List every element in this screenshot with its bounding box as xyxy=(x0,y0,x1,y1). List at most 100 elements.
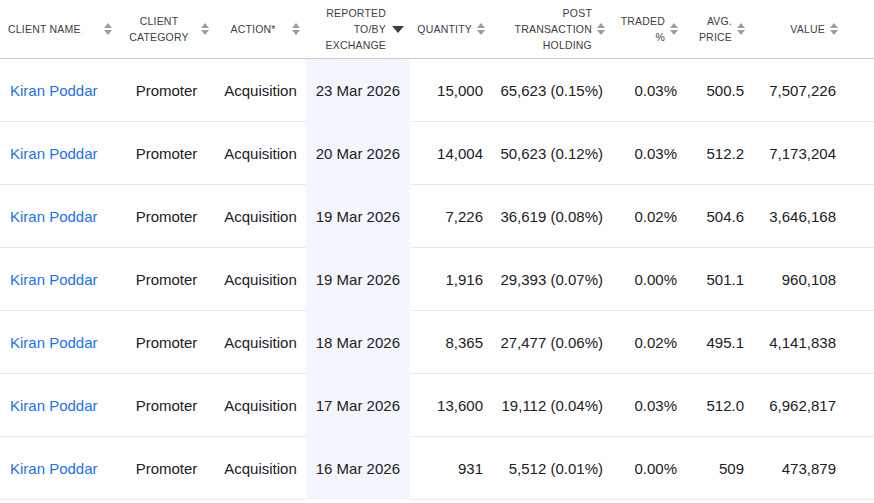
value-cell: 3,646,168 xyxy=(752,185,874,248)
column-label: VALUE xyxy=(752,21,825,37)
column-label: TRADED % xyxy=(615,13,665,45)
client-category-cell: Promoter xyxy=(118,311,215,374)
value-cell: 4,141,838 xyxy=(752,311,874,374)
column-label: ACTION* xyxy=(219,21,287,37)
avg-price-cell: 504.6 xyxy=(685,185,752,248)
action-cell: Acquisition xyxy=(215,311,306,374)
client-name-cell: Kiran Poddar xyxy=(0,185,118,248)
column-label: CLIENT CATEGORY xyxy=(122,13,196,45)
table-row: Kiran Poddar Promoter Acquisition 16 Mar… xyxy=(0,437,874,500)
sort-desc-triangle-icon xyxy=(830,30,838,35)
client-name-cell: Kiran Poddar xyxy=(0,374,118,437)
quantity-cell: 7,226 xyxy=(410,185,495,248)
traded-pct-cell: 0.00% xyxy=(615,248,685,311)
avg-price-cell: 512.2 xyxy=(685,122,752,185)
sort-toggle-icon[interactable] xyxy=(668,23,680,35)
table-header: CLIENT NAMECLIENT CATEGORY ACTION* REPORTE… xyxy=(0,0,874,59)
avg-price-cell: 509 xyxy=(685,437,752,500)
insider-trades-page: CLIENT NAMECLIENT CATEGORY ACTION* REPORTE… xyxy=(0,0,874,503)
column-label: POST TRANSACTION HOLDING xyxy=(495,5,592,53)
column-header-action[interactable]: ACTION* xyxy=(215,0,306,59)
table-row: Kiran Poddar Promoter Acquisition 19 Mar… xyxy=(0,248,874,311)
post-transaction-holding-cell: 50,623 (0.12%) xyxy=(495,122,615,185)
value-cell: 7,507,226 xyxy=(752,59,874,122)
action-cell: Acquisition xyxy=(215,59,306,122)
action-cell: Acquisition xyxy=(215,248,306,311)
sort-asc-triangle-icon xyxy=(670,23,678,28)
sort-asc-triangle-icon xyxy=(477,23,485,28)
column-header-traded[interactable]: TRADED % xyxy=(615,0,685,59)
client-name-cell: Kiran Poddar xyxy=(0,311,118,374)
client-category-cell: Promoter xyxy=(118,374,215,437)
quantity-cell: 14,004 xyxy=(410,122,495,185)
value-cell: 960,108 xyxy=(752,248,874,311)
reported-date-cell: 18 Mar 2026 xyxy=(306,311,410,374)
column-header-avg-price[interactable]: AVG. PRICE xyxy=(685,0,752,59)
client-name-link[interactable]: Kiran Poddar xyxy=(10,271,98,288)
quantity-cell: 931 xyxy=(410,437,495,500)
sort-asc-triangle-icon xyxy=(737,23,745,28)
client-name-cell: Kiran Poddar xyxy=(0,59,118,122)
action-cell: Acquisition xyxy=(215,122,306,185)
column-label: QUANTITY xyxy=(410,21,472,37)
column-header-quantity[interactable]: QUANTITY xyxy=(410,0,495,59)
reported-date-cell: 23 Mar 2026 xyxy=(306,59,410,122)
column-header-post-transaction-holding[interactable]: POST TRANSACTION HOLDING xyxy=(495,0,615,59)
post-transaction-holding-cell: 65,623 (0.15%) xyxy=(495,59,615,122)
sort-desc-triangle-icon xyxy=(597,30,605,35)
sort-asc-triangle-icon xyxy=(201,23,209,28)
table-header-row: CLIENT NAMECLIENT CATEGORY ACTION* REPORTE… xyxy=(0,0,874,59)
client-name-link[interactable]: Kiran Poddar xyxy=(10,334,98,351)
table-row: Kiran Poddar Promoter Acquisition 18 Mar… xyxy=(0,311,874,374)
quantity-cell: 15,000 xyxy=(410,59,495,122)
table-row: Kiran Poddar Promoter Acquisition 23 Mar… xyxy=(0,59,874,122)
avg-price-cell: 512.0 xyxy=(685,374,752,437)
post-transaction-holding-cell: 36,619 (0.08%) xyxy=(495,185,615,248)
traded-pct-cell: 0.03% xyxy=(615,374,685,437)
reported-date-cell: 17 Mar 2026 xyxy=(306,374,410,437)
sort-asc-triangle-icon xyxy=(830,23,838,28)
table-row: Kiran Poddar Promoter Acquisition 17 Mar… xyxy=(0,374,874,437)
traded-pct-cell: 0.03% xyxy=(615,122,685,185)
sort-toggle-icon[interactable] xyxy=(102,23,114,35)
client-name-link[interactable]: Kiran Poddar xyxy=(10,460,98,477)
column-header-client-category[interactable]: CLIENT CATEGORY xyxy=(118,0,215,59)
reported-date-cell: 20 Mar 2026 xyxy=(306,122,410,185)
sort-asc-triangle-icon xyxy=(597,23,605,28)
client-name-link[interactable]: Kiran Poddar xyxy=(10,82,98,99)
column-header-reported-to-by-exchange[interactable]: REPORTED TO/BY EXCHANGE xyxy=(306,0,410,59)
post-transaction-holding-cell: 29,393 (0.07%) xyxy=(495,248,615,311)
quantity-cell: 8,365 xyxy=(410,311,495,374)
sort-desc-triangle-icon xyxy=(477,30,485,35)
post-transaction-holding-cell: 5,512 (0.01%) xyxy=(495,437,615,500)
column-header-value[interactable]: VALUE xyxy=(752,0,874,59)
traded-pct-cell: 0.02% xyxy=(615,311,685,374)
sort-desc-caret-icon[interactable] xyxy=(392,26,404,33)
client-name-link[interactable]: Kiran Poddar xyxy=(10,145,98,162)
avg-price-cell: 501.1 xyxy=(685,248,752,311)
sort-desc-triangle-icon xyxy=(104,30,112,35)
post-transaction-holding-cell: 27,477 (0.06%) xyxy=(495,311,615,374)
sort-toggle-icon[interactable] xyxy=(290,23,302,35)
client-name-link[interactable]: Kiran Poddar xyxy=(10,208,98,225)
table-row: Kiran Poddar Promoter Acquisition 20 Mar… xyxy=(0,122,874,185)
action-cell: Acquisition xyxy=(215,185,306,248)
insider-trades-table: CLIENT NAMECLIENT CATEGORY ACTION* REPORTE… xyxy=(0,0,874,500)
column-label: AVG. PRICE xyxy=(685,13,732,45)
column-header-client-name[interactable]: CLIENT NAME xyxy=(0,0,118,59)
sort-toggle-icon[interactable] xyxy=(735,23,747,35)
sort-toggle-icon[interactable] xyxy=(199,23,211,35)
sort-desc-triangle-icon xyxy=(292,30,300,35)
sort-toggle-icon[interactable] xyxy=(828,23,840,35)
sort-toggle-icon[interactable] xyxy=(475,23,487,35)
column-label: REPORTED TO/BY EXCHANGE xyxy=(306,5,386,53)
action-cell: Acquisition xyxy=(215,374,306,437)
traded-pct-cell: 0.02% xyxy=(615,185,685,248)
client-category-cell: Promoter xyxy=(118,185,215,248)
reported-date-cell: 16 Mar 2026 xyxy=(306,437,410,500)
client-category-cell: Promoter xyxy=(118,437,215,500)
post-transaction-holding-cell: 19,112 (0.04%) xyxy=(495,374,615,437)
action-cell: Acquisition xyxy=(215,437,306,500)
sort-toggle-icon[interactable] xyxy=(595,23,607,35)
client-name-link[interactable]: Kiran Poddar xyxy=(10,397,98,414)
